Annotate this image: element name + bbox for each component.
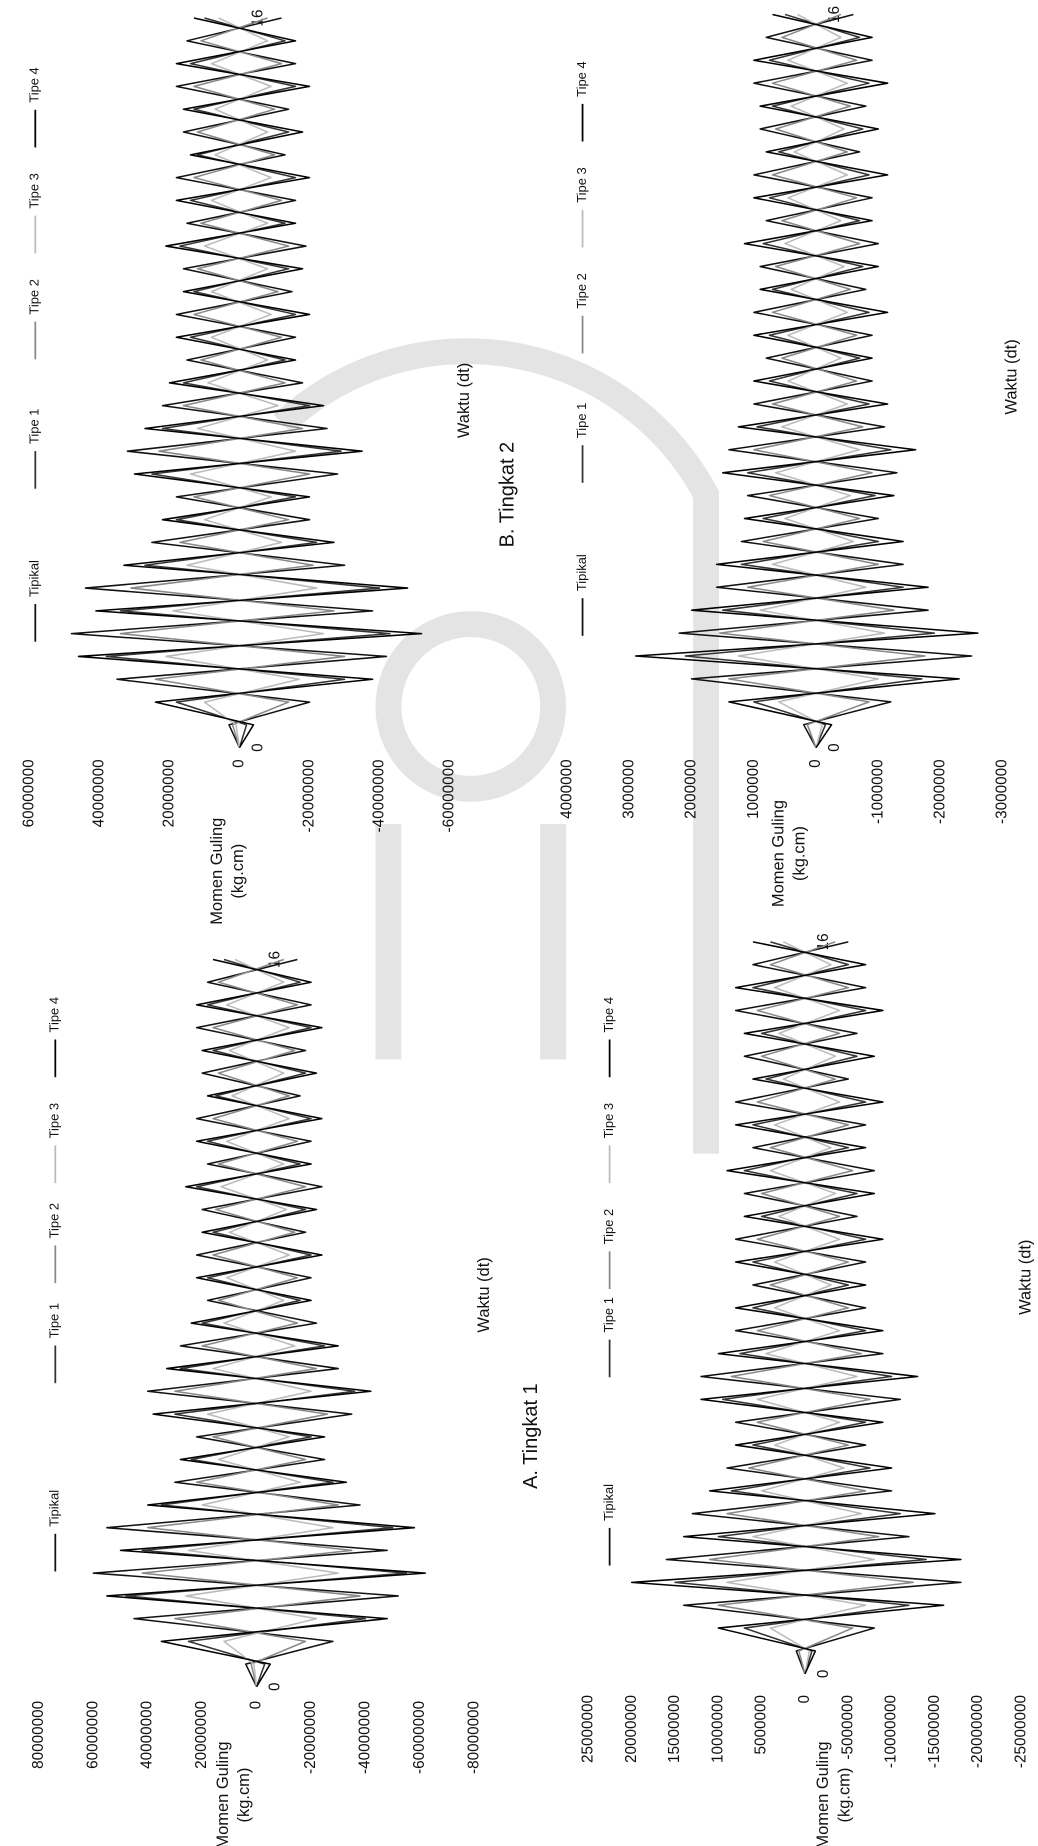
- x-tick-label: 0: [249, 743, 266, 752]
- legend-label: Tipe 4: [47, 997, 62, 1032]
- y-tick-label: -5000000: [839, 1695, 856, 1760]
- y-tick-label: -2000000: [932, 759, 949, 824]
- x-axis-label: Waktu (dt): [455, 363, 473, 438]
- y-tick-label: 2000000: [683, 759, 700, 819]
- legend-label: Tipe 4: [27, 67, 42, 102]
- y-tick-label: -40000000: [371, 759, 388, 832]
- y-axis-label: Momen Guling: [814, 1742, 832, 1846]
- series-line: [726, 941, 876, 1674]
- y-tick-label: 60000000: [20, 759, 37, 827]
- y-axis-label: (kg.cm): [235, 1768, 253, 1823]
- y-axis-label: (kg.cm): [791, 826, 809, 881]
- series-line: [630, 941, 962, 1675]
- y-tick-label: -80000000: [465, 1701, 482, 1774]
- y-axis-label: (kg.cm): [229, 844, 247, 899]
- legend-label: Tipe 1: [27, 409, 42, 444]
- legend-label: Tipe 4: [574, 61, 589, 96]
- y-tick-label: -10000000: [883, 1695, 900, 1768]
- y-tick-label: -25000000: [1013, 1695, 1030, 1768]
- watermark-stem: [375, 824, 567, 1060]
- y-tick-label: 20000000: [161, 759, 178, 827]
- x-axis-label: Waktu (dt): [475, 1257, 493, 1332]
- x-tick-label: 0: [826, 743, 843, 751]
- legend-label: Tipe 3: [574, 167, 589, 202]
- legend-label: Tipikal: [574, 554, 589, 591]
- y-axis-label: Momen Guling: [208, 818, 226, 925]
- watermark: [273, 338, 720, 1154]
- y-tick-label: 5000000: [753, 1695, 770, 1755]
- legend-label: Tipikal: [601, 1484, 616, 1521]
- chart-title: A. Tingkat 1: [520, 1383, 542, 1489]
- y-tick-label: 0: [807, 759, 824, 768]
- y-tick-label: 3000000: [620, 759, 637, 819]
- y-tick-label: 40000000: [139, 1701, 156, 1769]
- legend-label: Tipe 2: [47, 1203, 62, 1238]
- y-tick-label: 20000000: [193, 1701, 210, 1769]
- y-tick-label: 10000000: [709, 1695, 726, 1763]
- x-tick-label: 0: [815, 1670, 832, 1679]
- legend-label: Tipe 3: [27, 173, 42, 208]
- legend-label: Tipikal: [47, 1490, 62, 1527]
- y-tick-label: 0: [231, 759, 248, 768]
- series-line: [141, 958, 361, 1687]
- series-line: [70, 17, 388, 748]
- y-tick-label: 0: [248, 1701, 265, 1709]
- legend-label: Tipe 1: [47, 1303, 62, 1338]
- y-axis-label: (kg.cm): [835, 1768, 853, 1823]
- y-tick-label: -40000000: [356, 1701, 373, 1774]
- series-line: [718, 13, 926, 748]
- series-line: [77, 17, 423, 749]
- watermark-arc: [273, 338, 720, 1154]
- legend-label: Tipikal: [27, 560, 42, 597]
- legend-label: Tipe 4: [601, 997, 616, 1032]
- series-line: [92, 958, 399, 1688]
- series-line: [119, 17, 346, 748]
- legend-label: Tipe 2: [27, 279, 42, 314]
- series-line: [665, 941, 962, 1675]
- y-axis-label: Momen Guling: [769, 800, 787, 907]
- y-tick-label: 25000000: [579, 1695, 596, 1763]
- y-tick-label: -1000000: [869, 759, 886, 824]
- y-tick-label: 60000000: [84, 1701, 101, 1769]
- legend-label: Tipe 1: [601, 1297, 616, 1332]
- x-axis-label: Waktu (dt): [1017, 1240, 1035, 1315]
- y-tick-label: 1000000: [745, 759, 762, 819]
- y-tick-label: -15000000: [926, 1695, 943, 1768]
- y-tick-label: 40000000: [90, 759, 107, 827]
- legend-label: Tipe 3: [47, 1103, 62, 1138]
- y-tick-label: -3000000: [994, 759, 1011, 824]
- y-tick-label: 80000000: [30, 1701, 47, 1769]
- x-axis-label: Waktu (dt): [1002, 339, 1020, 414]
- y-tick-label: -20000000: [969, 1695, 986, 1768]
- y-axis-label: Momen Guling: [214, 1742, 232, 1846]
- y-tick-label: 0: [796, 1695, 813, 1704]
- legend-label: Tipe 1: [574, 403, 589, 438]
- y-tick-label: -20000000: [302, 1701, 319, 1774]
- legend-label: Tipe 2: [601, 1209, 616, 1244]
- series-line: [165, 17, 325, 748]
- y-tick-label: 15000000: [666, 1695, 683, 1763]
- y-tick-label: 20000000: [623, 1695, 640, 1763]
- series-line: [737, 13, 886, 748]
- series-line: [634, 13, 979, 749]
- legend-label: Tipe 2: [574, 273, 589, 308]
- series-line: [708, 941, 915, 1675]
- y-tick-label: -60000000: [411, 1701, 428, 1774]
- y-tick-label: -60000000: [441, 759, 458, 832]
- series-line: [674, 941, 927, 1675]
- chart-title: B. Tingkat 2: [497, 442, 519, 548]
- series-line: [684, 13, 936, 748]
- y-tick-label: 4000000: [558, 759, 575, 819]
- series-line: [678, 13, 973, 749]
- y-tick-label: -20000000: [301, 759, 318, 832]
- series-line: [106, 958, 427, 1688]
- x-tick-label: 0: [266, 1683, 283, 1692]
- series-line: [105, 17, 391, 748]
- watermark-circle: [375, 611, 567, 802]
- legend-label: Tipe 3: [601, 1103, 616, 1138]
- series-line: [185, 958, 339, 1687]
